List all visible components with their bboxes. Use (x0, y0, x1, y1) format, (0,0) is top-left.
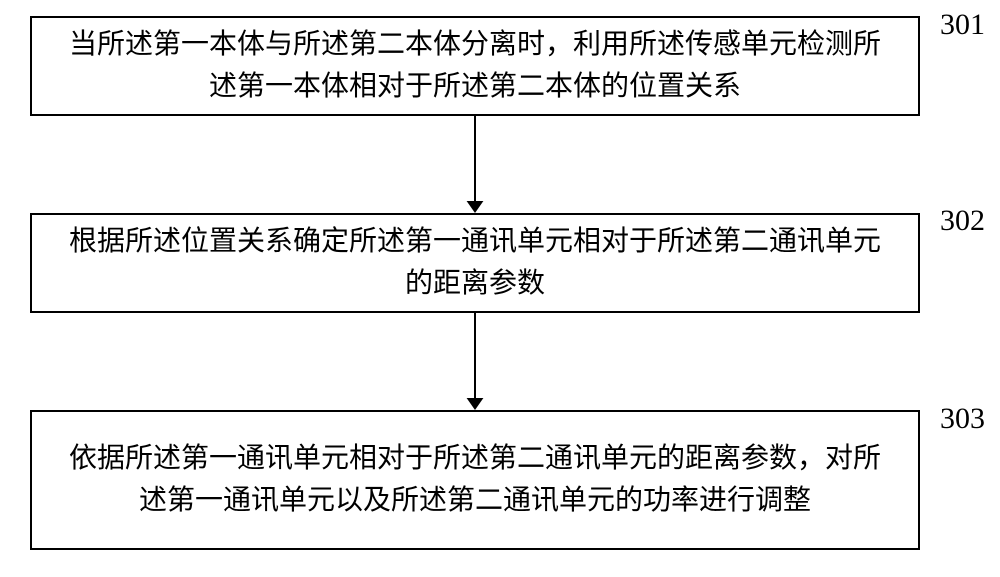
flow-node-1-text: 当所述第一本体与所述第二本体分离时，利用所述传感单元检测所述第一本体相对于所述第… (60, 24, 890, 108)
flow-arrow-2 (461, 313, 489, 410)
flow-arrow-1 (461, 116, 489, 213)
flow-node-3-label: 303 (940, 402, 985, 436)
flow-node-2: 根据所述位置关系确定所述第一通讯单元相对于所述第二通讯单元的距离参数 (30, 213, 920, 313)
flowchart-canvas: 当所述第一本体与所述第二本体分离时，利用所述传感单元检测所述第一本体相对于所述第… (0, 0, 1000, 577)
flow-node-2-label: 302 (940, 204, 985, 238)
flow-node-2-text: 根据所述位置关系确定所述第一通讯单元相对于所述第二通讯单元的距离参数 (60, 221, 890, 305)
flow-node-1: 当所述第一本体与所述第二本体分离时，利用所述传感单元检测所述第一本体相对于所述第… (30, 16, 920, 116)
flow-node-3: 依据所述第一通讯单元相对于所述第二通讯单元的距离参数，对所述第一通讯单元以及所述… (30, 410, 920, 550)
flow-node-3-text: 依据所述第一通讯单元相对于所述第二通讯单元的距离参数，对所述第一通讯单元以及所述… (60, 438, 890, 522)
flow-node-1-label: 301 (940, 8, 985, 42)
